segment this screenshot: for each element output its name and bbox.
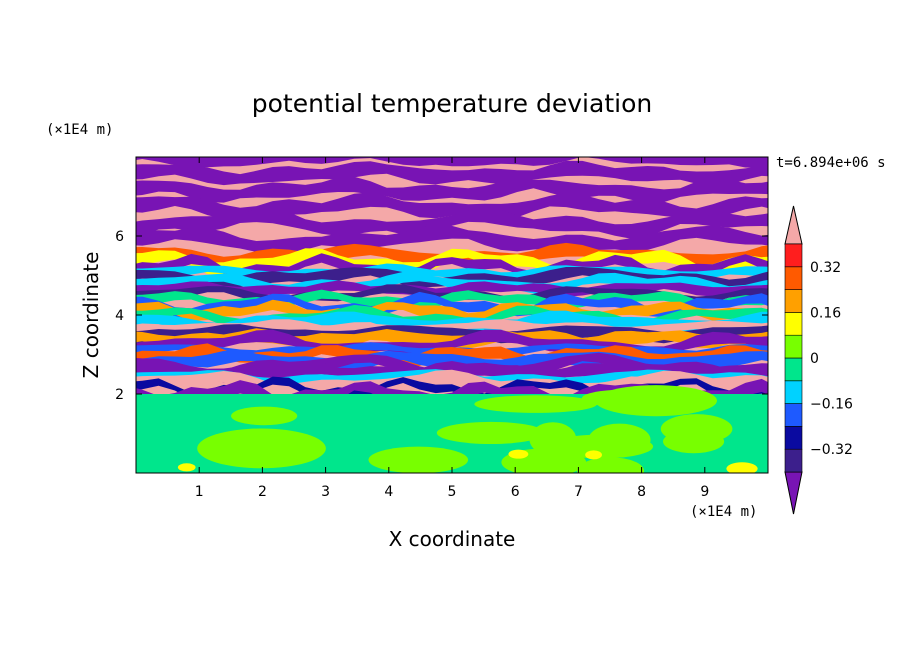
contour-band [136,207,768,239]
x-tick-label: 8 [637,484,646,500]
x-tick-label: 7 [574,484,583,500]
y-axis-ticks: 2 4 6 [115,229,768,403]
colorbar-level-box [784,243,803,268]
x-tick-label: 3 [321,484,330,500]
contour-band [136,267,768,290]
x-tick-label: 5 [448,484,457,500]
y-tick-label: 4 [115,308,124,324]
colorbar-level-box [784,312,803,336]
lower-patch [726,462,758,473]
x-tick-label: 6 [511,484,520,500]
contour-band [136,352,768,380]
contour-band [136,160,768,187]
lower-patch [660,414,733,444]
lower-patch [529,422,577,456]
contour-bands [136,157,768,409]
lower-patch [595,385,718,417]
contour-band [136,192,768,220]
x-axis-label: X coordinate [389,527,516,551]
colorbar-label: −0.16 [810,397,853,413]
colorbar-level-box [784,380,803,404]
lower-patch [231,406,298,426]
x-axis-unit: (×1E4 m) [690,504,757,520]
colorbar-label: 0.32 [810,260,841,276]
lower-patch [585,450,602,460]
lower-patch [508,449,529,459]
lower-patch [177,463,196,472]
colorbar-level-box [784,334,803,359]
y-tick-label: 2 [115,387,124,403]
colorbar-label: 0.16 [810,305,841,321]
contour-band [136,253,768,280]
contour-band [136,176,768,203]
colorbar-level-box [784,266,803,290]
x-tick-label: 1 [195,484,204,500]
colorbar-label: 0 [810,351,819,367]
colorbar-level-box [784,426,803,450]
contour-band [136,224,768,255]
colorbar-level-box [784,403,803,427]
x-axis-ticks: 1 2 3 4 5 6 7 8 9 [195,157,709,500]
lower-patch [577,457,644,473]
lower-patch [436,421,545,445]
chart-title: potential temperature deviation [252,89,652,118]
colorbar-level-box [784,357,803,382]
colorbar-under-triangle [784,471,803,515]
colorbar-level-box [784,448,803,473]
x-tick-label: 4 [384,484,393,500]
x-tick-label: 9 [700,484,709,500]
time-label: t=6.894e+06 s [776,155,886,171]
plot-area [136,157,768,473]
lower-patch [197,428,326,469]
colorbar-over-triangle [784,205,803,245]
y-axis-unit: (×1E4 m) [46,122,113,138]
lower-patch [368,446,469,473]
colorbar-level-box [784,289,803,313]
x-tick-label: 2 [258,484,267,500]
lower-layer [136,385,768,473]
y-axis-label: Z coordinate [79,252,103,379]
y-tick-label: 6 [115,229,124,245]
contour-band [136,248,768,275]
contour-band [136,291,768,320]
lower-patch [474,395,598,413]
colorbar-label: −0.32 [810,442,853,458]
colorbar: 0.32 0.16 0 −0.16 −0.32 [784,205,853,515]
